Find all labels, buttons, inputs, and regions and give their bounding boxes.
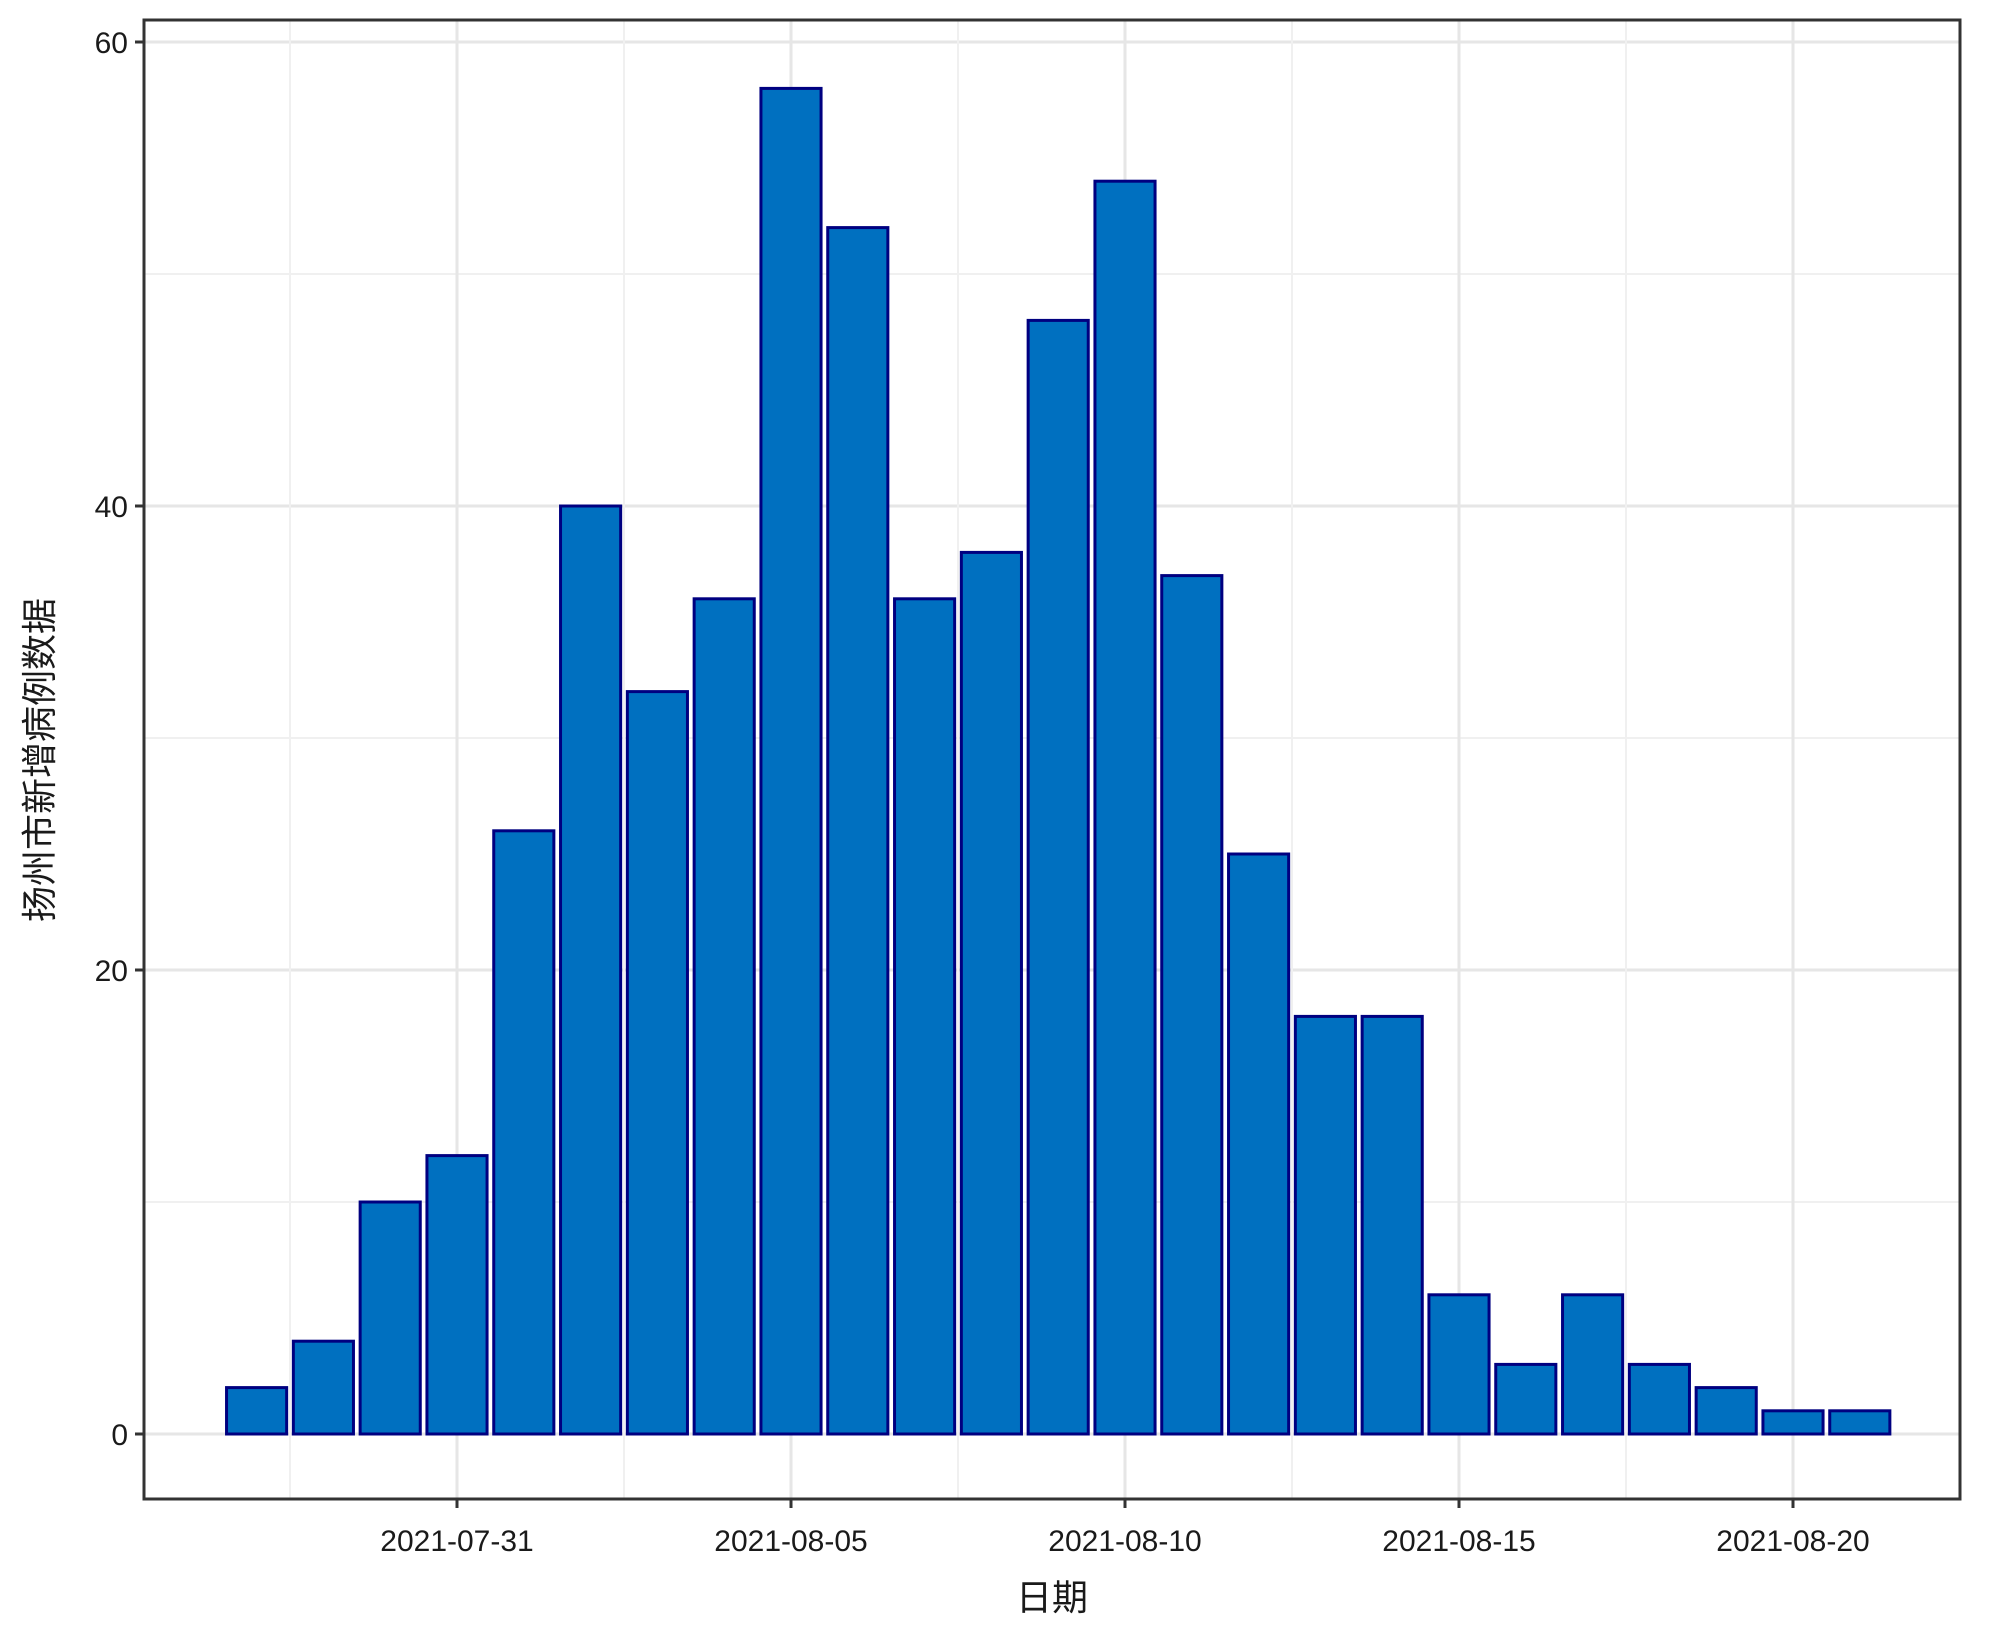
bar-2021-08-08 — [959, 550, 1023, 1436]
x-tick-label: 2021-08-05 — [714, 1525, 867, 1558]
x-axis: 2021-07-31 2021-08-05 2021-08-10 2021-08-15… — [380, 1499, 1870, 1558]
y-axis: 0 20 40 60 — [95, 27, 144, 1452]
bar-2021-08-07 — [893, 597, 957, 1436]
bar-2021-08-21 — [1828, 1409, 1892, 1436]
bar-2021-08-10 — [1093, 179, 1157, 1436]
bar-2021-08-18 — [1627, 1362, 1691, 1436]
y-tick-label: 0 — [111, 1419, 128, 1452]
bar-2021-07-28 — [225, 1386, 289, 1436]
x-axis-label: 日期 — [1016, 1577, 1088, 1618]
bar-2021-08-04 — [692, 597, 756, 1436]
bar-2021-08-12 — [1227, 852, 1291, 1436]
bar-2021-08-09 — [1026, 318, 1090, 1436]
bar-2021-08-03 — [625, 690, 689, 1436]
plot-panel-border — [142, 18, 1962, 1501]
bar-2021-08-15 — [1427, 1293, 1491, 1436]
bar-2021-08-19 — [1694, 1386, 1758, 1436]
bar-2021-08-16 — [1494, 1362, 1558, 1436]
bar-2021-08-20 — [1761, 1409, 1825, 1436]
x-tick-label: 2021-08-15 — [1382, 1525, 1535, 1558]
y-tick-label: 20 — [95, 955, 128, 988]
x-tick-label: 2021-08-10 — [1048, 1525, 1201, 1558]
bar-2021-08-06 — [826, 226, 890, 1436]
bars — [225, 86, 1892, 1436]
bar-2021-08-01 — [492, 829, 556, 1436]
bar-2021-08-14 — [1360, 1014, 1424, 1436]
bar-2021-08-02 — [559, 504, 623, 1436]
bar-2021-08-13 — [1293, 1014, 1357, 1436]
x-tick-label: 2021-08-20 — [1716, 1525, 1869, 1558]
bar-2021-07-29 — [291, 1339, 355, 1436]
bar-2021-07-30 — [358, 1200, 422, 1436]
y-tick-label: 60 — [95, 27, 128, 60]
y-axis-label: 扬州市新增病例数据 — [19, 598, 60, 922]
bar-2021-08-17 — [1561, 1293, 1625, 1436]
x-tick-label: 2021-07-31 — [380, 1525, 533, 1558]
bar-2021-08-05 — [759, 86, 823, 1436]
bar-2021-08-11 — [1160, 574, 1224, 1436]
bar-2021-07-31 — [425, 1154, 489, 1436]
y-tick-label: 40 — [95, 491, 128, 524]
